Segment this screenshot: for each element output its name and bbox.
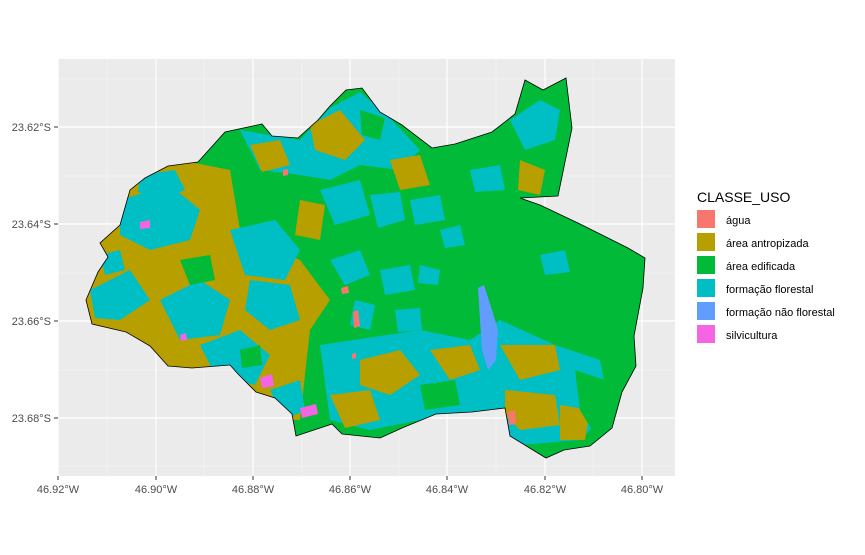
legend-item-area-antropizada: área antropizada xyxy=(697,233,809,251)
legend-label: formação florestal xyxy=(726,284,813,296)
legend-label: área edificada xyxy=(726,261,796,273)
legend-swatch xyxy=(697,233,715,251)
legend-swatch xyxy=(697,302,715,320)
axis-tick-marks xyxy=(54,126,643,480)
legend-swatch xyxy=(697,279,715,297)
y-tick-label: 23.66°S xyxy=(12,316,51,328)
x-tick-label: 46.88°W xyxy=(232,484,275,496)
legend-item-formacao-nao-florestal: formação não florestal xyxy=(697,302,835,320)
y-tick-label: 23.68°S xyxy=(12,413,51,425)
x-tick-label: 46.80°W xyxy=(621,484,664,496)
legend-label: silvicultura xyxy=(726,330,778,342)
legend-item-agua: água xyxy=(697,210,751,228)
legend-label: água xyxy=(726,215,751,227)
x-tick-labels: 46.92°W 46.90°W 46.88°W 46.86°W 46.84°W … xyxy=(37,484,664,496)
y-tick-label: 23.62°S xyxy=(12,122,51,134)
y-tick-labels: 23.62°S 23.64°S 23.66°S 23.68°S xyxy=(12,122,51,425)
legend: CLASSE_USO água área antropizada área ed… xyxy=(697,189,835,343)
x-tick-label: 46.90°W xyxy=(135,484,178,496)
silvicultura-spots xyxy=(140,220,318,418)
legend-item-silvicultura: silvicultura xyxy=(697,325,778,343)
nao-florestal-strip xyxy=(478,285,498,370)
x-tick-label: 46.86°W xyxy=(329,484,372,496)
legend-swatch xyxy=(697,210,715,228)
x-tick-label: 46.92°W xyxy=(37,484,80,496)
southeast-mixed-zone xyxy=(320,320,612,445)
legend-title: CLASSE_USO xyxy=(697,189,790,205)
legend-label: formação não florestal xyxy=(726,307,835,319)
x-tick-label: 46.84°W xyxy=(426,484,469,496)
region-outline xyxy=(85,77,646,459)
north-mixed-zone xyxy=(240,92,445,240)
center-patches xyxy=(330,100,570,332)
x-tick-label: 46.82°W xyxy=(524,484,567,496)
legend-label: área antropizada xyxy=(726,238,809,250)
agua-spots xyxy=(283,169,516,425)
legend-item-area-edificada: área edificada xyxy=(697,256,796,274)
legend-swatch xyxy=(697,256,715,274)
legend-swatch xyxy=(697,325,715,343)
legend-item-formacao-florestal: formação florestal xyxy=(697,279,813,297)
y-tick-label: 23.64°S xyxy=(12,219,51,231)
